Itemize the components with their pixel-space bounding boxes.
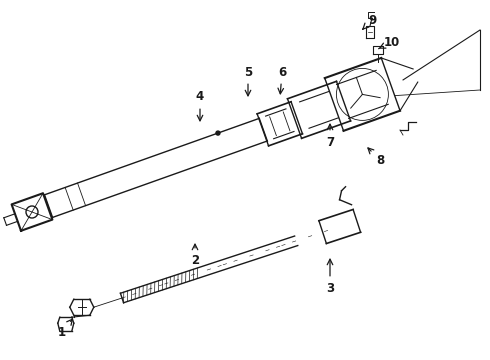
Text: 6: 6 (278, 66, 286, 94)
Text: 3: 3 (326, 259, 334, 294)
Text: 2: 2 (191, 244, 199, 266)
Text: 9: 9 (363, 13, 376, 29)
Text: 7: 7 (326, 124, 334, 148)
Text: 8: 8 (368, 148, 384, 166)
Text: 5: 5 (244, 66, 252, 96)
Text: 10: 10 (379, 36, 400, 49)
Text: 1: 1 (58, 319, 73, 338)
Text: 4: 4 (196, 90, 204, 121)
Circle shape (216, 131, 220, 135)
